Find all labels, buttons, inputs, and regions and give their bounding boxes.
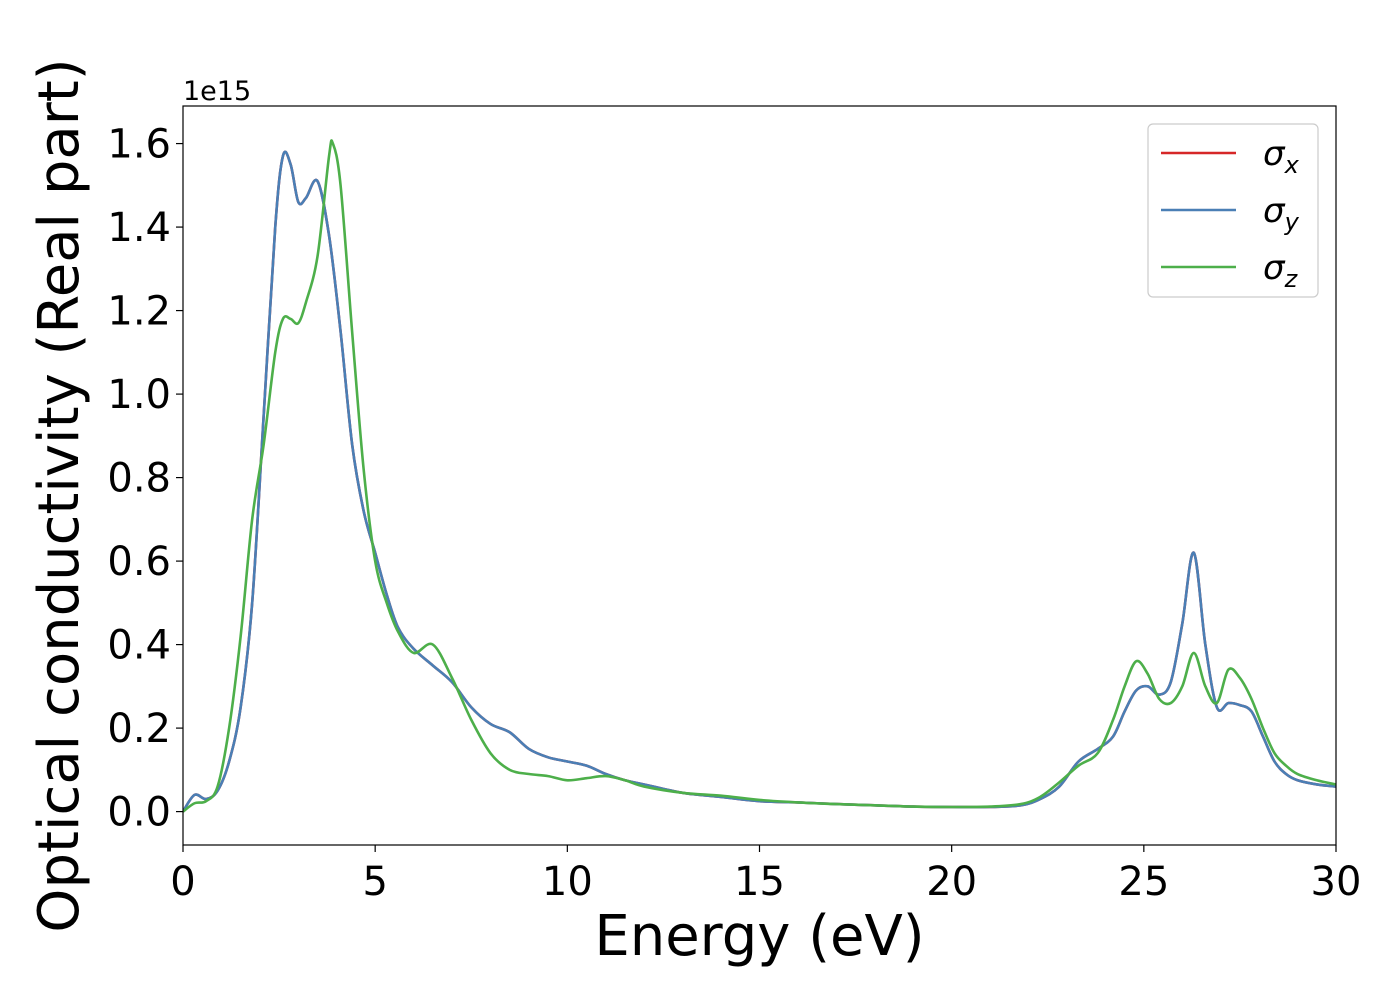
y-tick-label: 1.4 (107, 205, 171, 251)
y-axis: 0.0 0.2 0.4 0.6 0.8 1.0 1.2 1.4 1.6 (107, 122, 183, 836)
y-tick-label: 0.8 (107, 456, 171, 502)
x-axis-title: Energy (eV) (594, 904, 924, 969)
x-tick-label: 25 (1118, 859, 1169, 905)
legend-label-y: σy (1263, 191, 1300, 236)
legend: σx σy σz (1147, 123, 1319, 298)
y-tick-label: 1.0 (107, 372, 171, 418)
x-tick-label: 5 (362, 859, 387, 905)
y-tick-label: 1.2 (107, 289, 171, 335)
y-tick-label: 0.6 (107, 539, 171, 585)
x-tick-label: 30 (1311, 859, 1362, 905)
x-tick-label: 10 (542, 859, 593, 905)
y-tick-label: 0.4 (107, 623, 171, 669)
y-tick-label: 1.6 (107, 122, 171, 168)
y-axis-title: Optical conductivity (Real part) (27, 58, 92, 932)
x-axis: 0 5 10 15 20 25 30 (170, 845, 1361, 905)
y-tick-label: 0.2 (107, 706, 171, 752)
legend-label-x: σx (1263, 134, 1300, 179)
x-tick-label: 20 (926, 859, 977, 905)
y-tick-label: 0.0 (107, 790, 171, 836)
series-layer (183, 139, 1336, 813)
series-line-z (183, 139, 1336, 813)
x-tick-label: 0 (170, 859, 195, 905)
y-offset-text: 1e15 (183, 76, 251, 107)
legend-label-z: σz (1263, 248, 1299, 293)
x-tick-label: 15 (734, 859, 785, 905)
